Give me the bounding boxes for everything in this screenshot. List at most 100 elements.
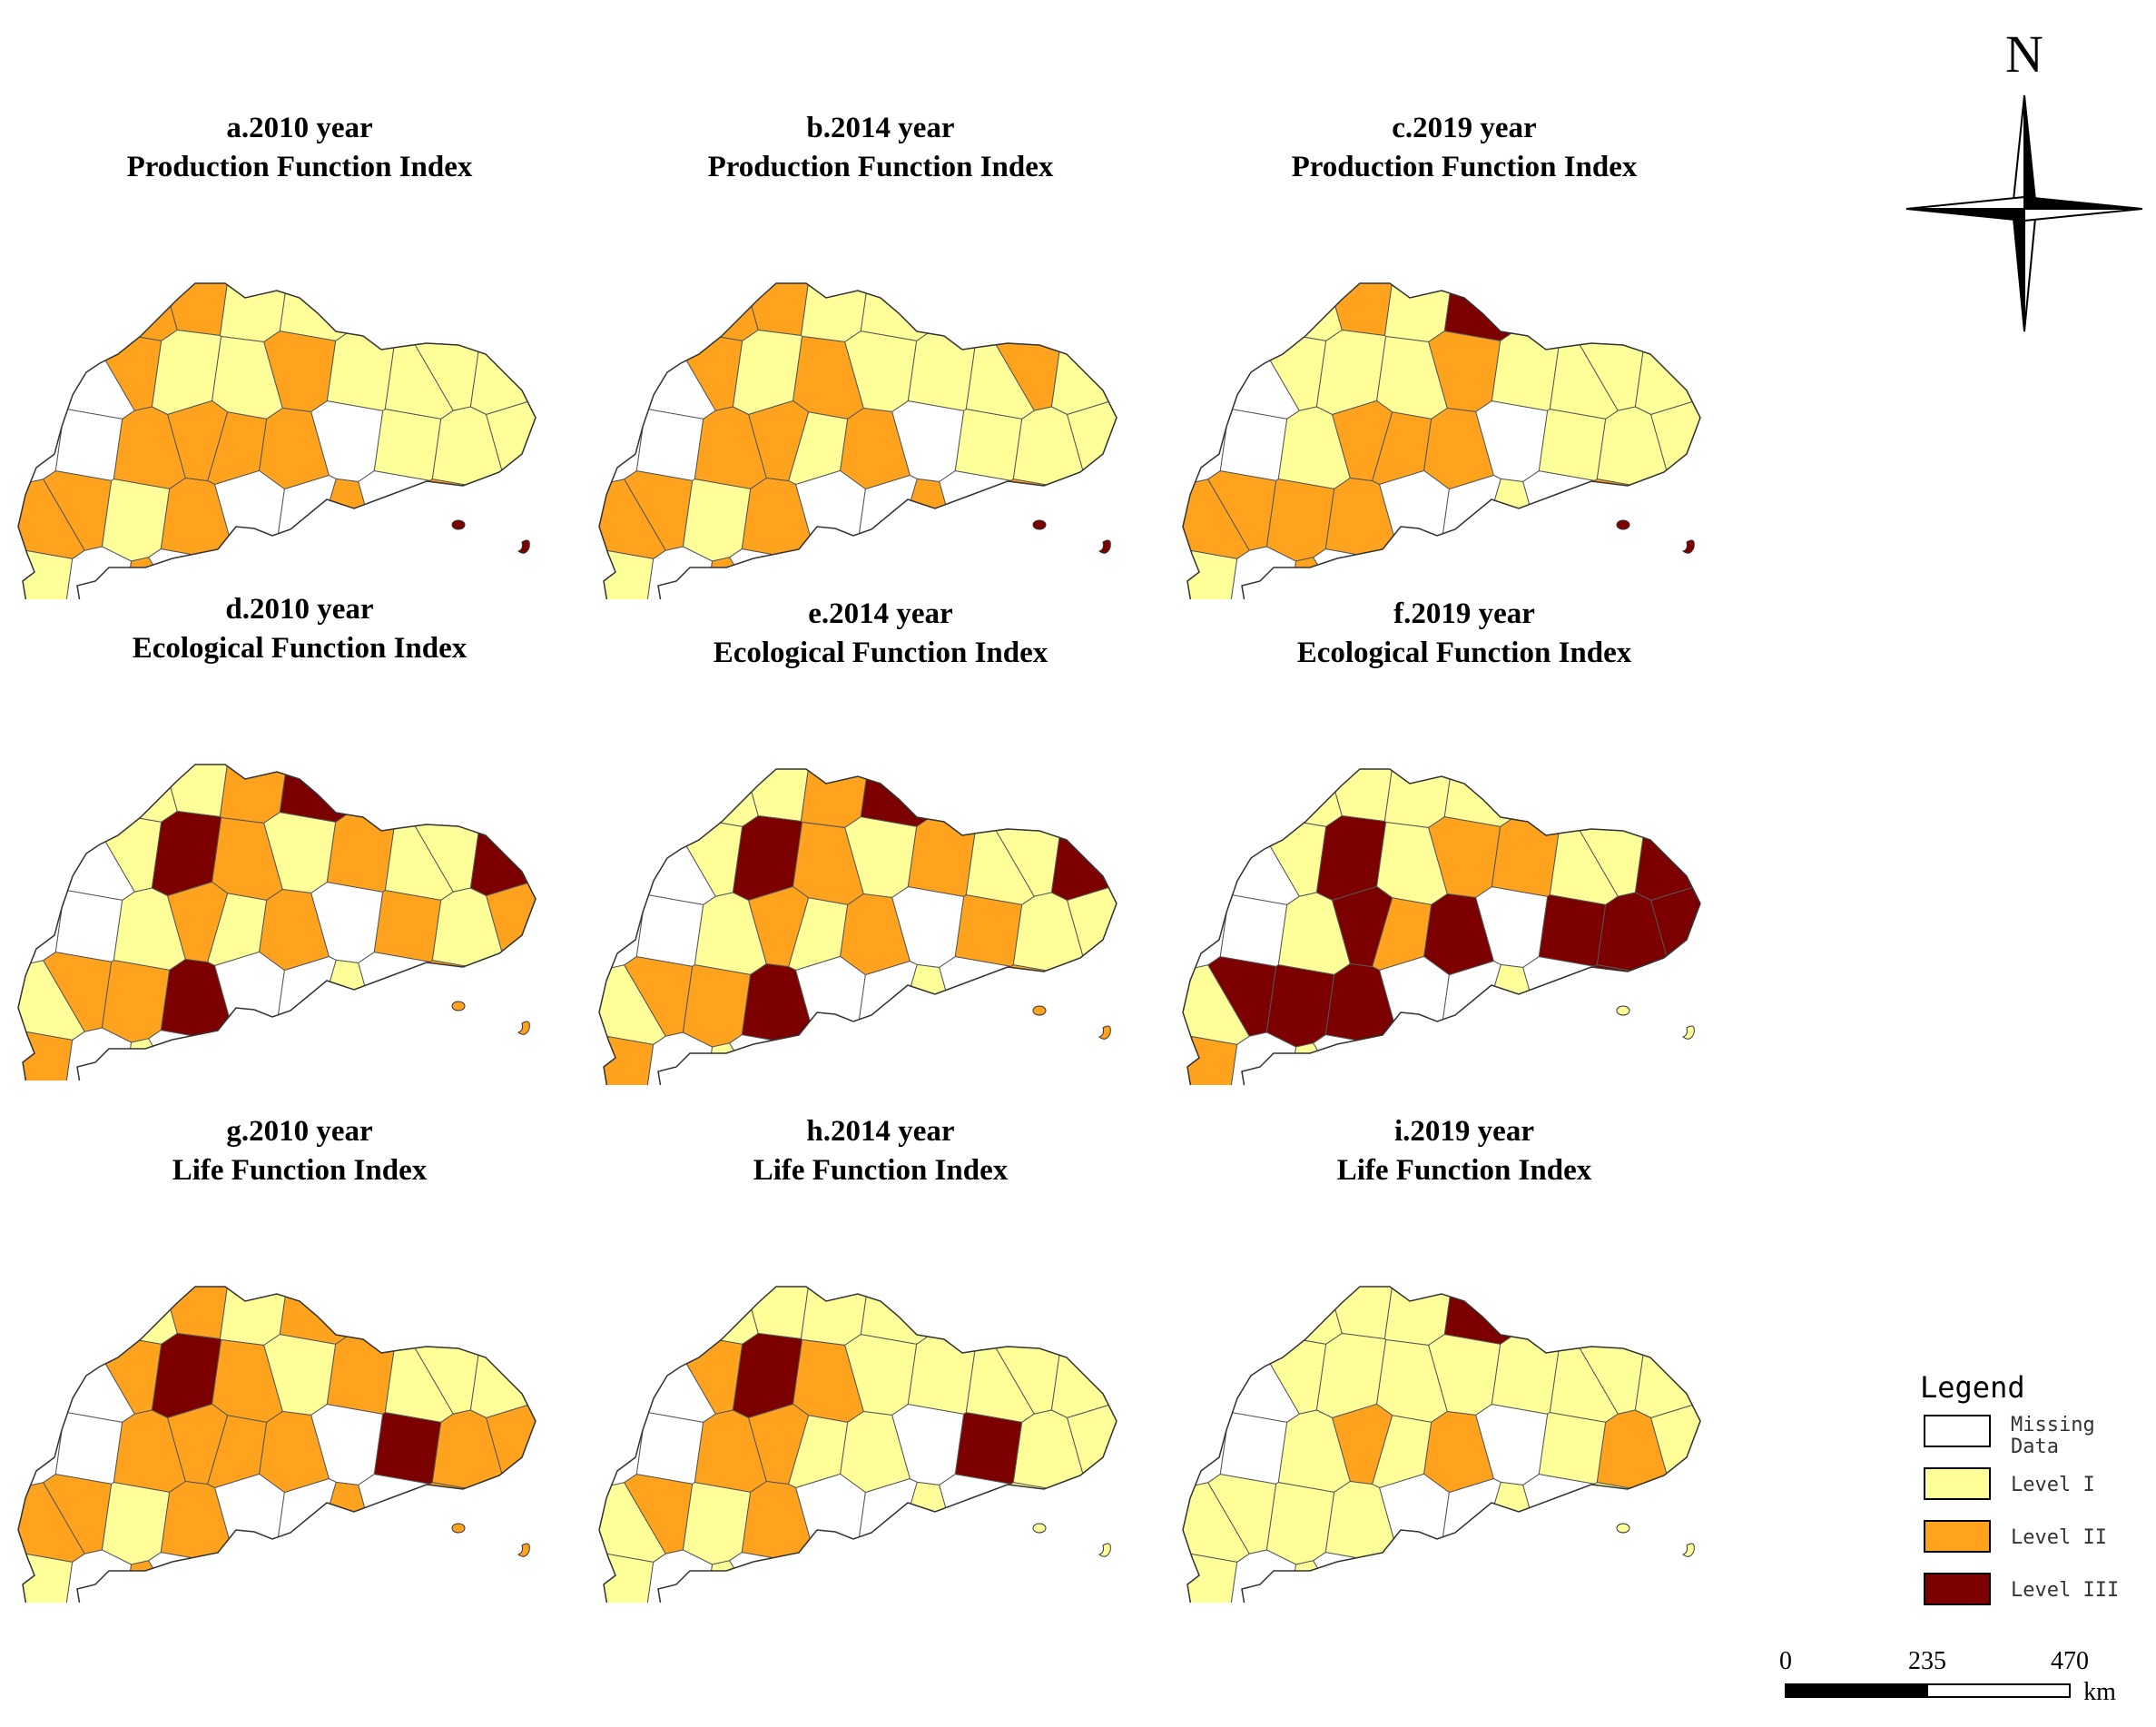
map-panel-i: i.2019 year Life Function Index [1165, 1112, 1764, 1630]
island [451, 1001, 466, 1012]
admin-unit [54, 409, 123, 481]
region-map [598, 768, 1117, 1085]
island [517, 1543, 530, 1557]
island [1616, 519, 1630, 530]
legend-label: Level I [2011, 1474, 2095, 1496]
admin-unit [54, 1412, 123, 1485]
admin-unit [751, 768, 809, 823]
legend-label-line: Data [2011, 1436, 2059, 1458]
region-map [1182, 1286, 1701, 1603]
panel-title-index: Production Function Index [707, 151, 1054, 183]
legend-item-missing: Missing Data [1920, 1411, 2147, 1464]
region-map [1182, 768, 1701, 1085]
admin-unit [682, 479, 752, 562]
panel-title-index: Life Function Index [753, 1154, 1009, 1187]
region-boundary [598, 282, 1117, 599]
panel-title-index: Life Function Index [172, 1154, 428, 1187]
panel-title-index: Life Function Index [1336, 1154, 1592, 1187]
admin-unit [907, 818, 976, 897]
island [451, 519, 466, 530]
admin-unit [1265, 964, 1335, 1048]
compass-rose-icon [1905, 94, 2143, 332]
admin-unit [800, 769, 867, 829]
region-boundary [1182, 1286, 1701, 1603]
panel-title-year: b.2014 year [806, 112, 955, 144]
map-panel-a: a.2010 year Production Function Index [0, 109, 599, 627]
panel-title: e.2014 year Ecological Function Index [581, 595, 1180, 673]
admin-unit [101, 1482, 171, 1565]
admin-unit [635, 894, 704, 967]
region-boundary [598, 1286, 1117, 1603]
panel-title: a.2010 year Production Function Index [0, 109, 599, 187]
legend-item-level-2: Level II [1920, 1516, 2147, 1569]
region-boundary [17, 764, 537, 1081]
panel-title-year: a.2010 year [226, 112, 373, 144]
region-map [598, 1286, 1117, 1603]
scale-tick-label: 470 [2051, 1647, 2089, 1675]
panel-title: d.2010 year Ecological Function Index [0, 590, 599, 668]
admin-unit [1538, 409, 1607, 481]
admin-unit [1383, 769, 1451, 829]
admin-unit [326, 1336, 395, 1415]
admin-unit [635, 409, 704, 481]
region-map [17, 282, 537, 599]
panel-title: b.2014 year Production Function Index [581, 109, 1180, 187]
map-units [1182, 768, 1701, 1085]
admin-unit [101, 479, 171, 562]
panel-title-year: g.2010 year [226, 1115, 373, 1148]
panel-title-year: h.2014 year [806, 1115, 955, 1148]
legend-item-level-1: Level I [1920, 1464, 2147, 1516]
region-map [598, 282, 1117, 599]
admin-unit [1334, 1286, 1393, 1340]
legend-item-level-3: Level III [1920, 1569, 2147, 1622]
admin-unit [1538, 894, 1607, 967]
island [1098, 1543, 1111, 1557]
legend-label: Level II [2011, 1526, 2107, 1549]
admin-unit [1491, 332, 1560, 411]
admin-unit [1491, 1336, 1560, 1415]
panel-title: h.2014 year Life Function Index [581, 1112, 1180, 1190]
region-boundary [1182, 282, 1701, 599]
scale-tick-label: 0 [1779, 1647, 1792, 1675]
panel-title-year: d.2010 year [225, 593, 374, 626]
region-boundary [17, 1286, 537, 1603]
admin-unit [1334, 282, 1393, 337]
map-units [598, 768, 1117, 1085]
map-panel-d: d.2010 year Ecological Function Index [0, 590, 599, 1108]
map-units [1182, 282, 1701, 599]
region-map [17, 1286, 537, 1603]
map-units [1182, 1286, 1701, 1603]
scale-bar: 0 235 470 km [1775, 1648, 2147, 1721]
admin-unit [907, 1336, 976, 1415]
admin-unit [326, 814, 395, 893]
admin-unit [373, 1412, 442, 1485]
map-panel-b: b.2014 year Production Function Index [581, 109, 1180, 627]
scale-unit: km [2083, 1678, 2116, 1706]
island [1032, 1523, 1047, 1534]
legend-label-line: Missing [2011, 1414, 2095, 1436]
map-panel-e: e.2014 year Ecological Function Index [581, 595, 1180, 1112]
map-units [598, 282, 1117, 599]
panel-title: i.2019 year Life Function Index [1165, 1112, 1764, 1190]
map-units [17, 1286, 537, 1603]
panel-title-index: Ecological Function Index [713, 637, 1048, 669]
admin-unit [635, 1412, 704, 1485]
panel-title: g.2010 year Life Function Index [0, 1112, 599, 1190]
admin-unit [800, 283, 867, 343]
admin-unit [800, 1287, 867, 1347]
panel-title: f.2019 year Ecological Function Index [1165, 595, 1764, 673]
map-units [17, 282, 537, 599]
map-units [17, 764, 537, 1081]
admin-unit [101, 960, 171, 1043]
panel-title-index: Production Function Index [126, 151, 473, 183]
island [451, 1523, 466, 1534]
admin-unit [170, 1286, 228, 1340]
region-boundary [17, 282, 537, 599]
map-panel-c: c.2019 year Production Function Index [1165, 109, 1764, 627]
legend-label: Level III [2011, 1579, 2120, 1602]
scale-bar-graphic [1785, 1683, 2071, 1698]
legend-label: Missing Data [2011, 1415, 2138, 1458]
panel-title-index: Ecological Function Index [1296, 637, 1632, 669]
admin-unit [751, 1286, 809, 1340]
admin-unit [219, 1287, 286, 1347]
